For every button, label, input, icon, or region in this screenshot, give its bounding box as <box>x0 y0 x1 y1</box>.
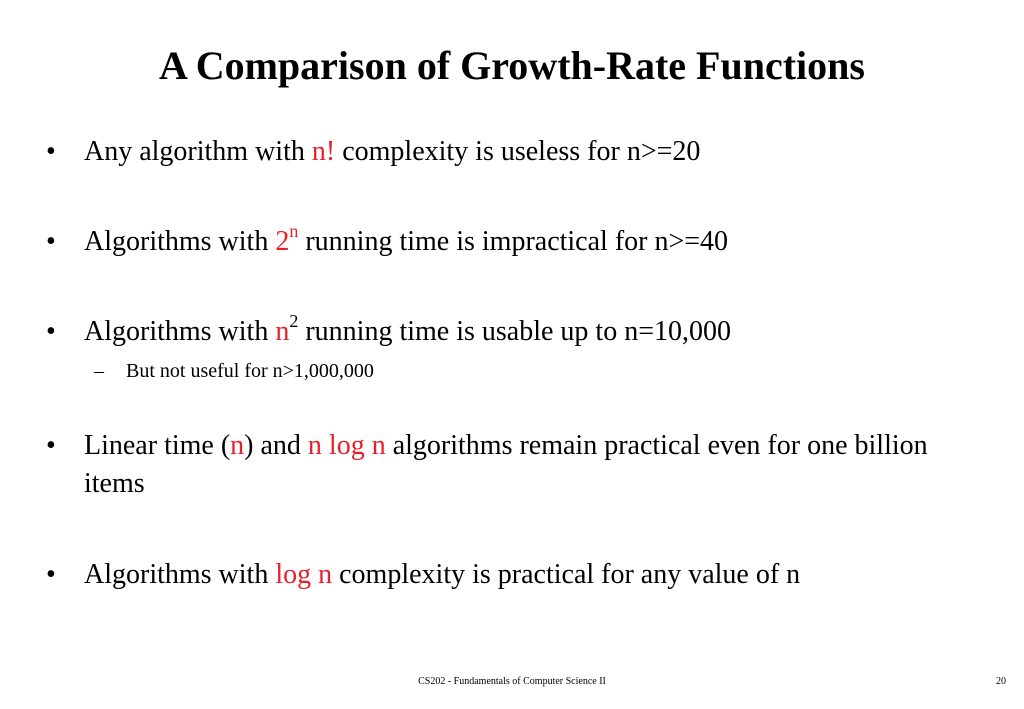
bullet-text-segment: complexity is practical for any value of… <box>332 559 801 590</box>
highlight-term: log n <box>275 559 333 590</box>
bullet-marker: • <box>46 316 56 347</box>
bullet-text: Linear time (n) and n log n algorithms r… <box>84 427 986 503</box>
highlight-exponent: n <box>289 220 299 241</box>
highlight-term: n <box>230 430 245 461</box>
highlight-base: n <box>275 316 290 347</box>
bullet-text: Algorithms with n2 running time is usabl… <box>84 310 986 351</box>
bullet-marker: • <box>46 226 56 257</box>
sub-bullet-item: – But not useful for n>1,000,000 <box>94 357 374 385</box>
bullet-text-segment: algorithms remain practical even for one… <box>84 430 928 499</box>
bullet-marker: • <box>46 136 56 167</box>
highlight-base: 2 <box>275 226 290 257</box>
bullet-item: • Algorithms with 2n running time is imp… <box>46 222 986 261</box>
highlight-term: n <box>275 316 289 347</box>
bullet-text-segment: Algorithms with <box>84 226 276 257</box>
bullet-marker: • <box>46 559 56 590</box>
bullet-item: • Algorithms with n2 running time is usa… <box>46 310 986 351</box>
bullet-text-segment: complexity is useless for n>=20 <box>335 136 701 167</box>
highlight-term: n! <box>311 136 336 167</box>
bullet-text: Algorithms with 2n running time is impra… <box>84 222 986 261</box>
slide-title: A Comparison of Growth-Rate Functions <box>159 43 865 88</box>
page-number: 20 <box>996 676 1006 687</box>
bullet-text-segment: Algorithms with <box>84 316 276 347</box>
bullet-item: • Algorithms with log n complexity is pr… <box>46 556 986 594</box>
highlight-term: n log n <box>307 430 386 461</box>
bullet-text-segment: Linear time ( <box>84 430 231 461</box>
sub-bullet-text: But not useful for n>1,000,000 <box>126 360 374 382</box>
bullet-text: Algorithms with log n complexity is prac… <box>84 556 986 594</box>
bullet-text-segment: Any algorithm with <box>84 136 312 167</box>
slide-footer: CS202 - Fundamentals of Computer Science… <box>418 676 606 687</box>
bullet-text: Any algorithm with n! complexity is usel… <box>84 133 986 171</box>
bullet-item: • Any algorithm with n! complexity is us… <box>46 133 986 171</box>
bullet-text-segment: running time is impractical for n>=40 <box>298 226 729 257</box>
bullet-text-segment: running time is usable up to n=10,000 <box>298 316 731 347</box>
sub-bullet-marker: – <box>94 360 104 382</box>
bullet-item: • Linear time (n) and n log n algorithms… <box>46 427 986 503</box>
highlight-term: 2n <box>275 222 298 257</box>
exponent: 2 <box>289 310 299 331</box>
bullet-text-segment: Algorithms with <box>84 559 276 590</box>
bullet-marker: • <box>46 430 56 461</box>
bullet-text-segment: ) and <box>244 430 308 461</box>
